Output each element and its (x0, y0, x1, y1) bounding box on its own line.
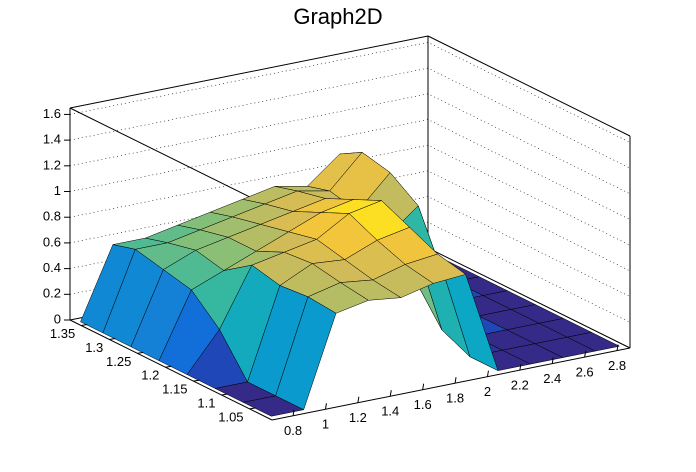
y-tick-label: 1.2 (141, 368, 159, 383)
x-tick-label: 1.8 (446, 391, 464, 406)
tick-mark (109, 337, 116, 340)
z-tick-label: 0 (54, 311, 61, 326)
x-tick-label: 2.2 (511, 378, 529, 393)
z-tick-label: 0.4 (43, 260, 61, 275)
surface-cell (242, 395, 304, 417)
tick-mark (454, 377, 457, 384)
y-tick-label: 1.35 (50, 326, 75, 341)
tick-mark (193, 379, 200, 382)
x-tick-label: 2 (484, 384, 491, 399)
x-tick-label: 0.8 (284, 423, 302, 438)
x-tick-label: 1.4 (381, 404, 399, 419)
y-tick-label: 1.15 (162, 382, 187, 397)
tick-mark (81, 324, 88, 327)
box-edge (427, 35, 631, 137)
tick-mark (389, 390, 392, 397)
tick-mark (357, 396, 360, 403)
box-edge (69, 319, 273, 421)
tick-mark (551, 357, 554, 364)
tick-mark (519, 364, 522, 371)
x-tick-label: 2.6 (576, 365, 594, 380)
x-tick-label: 1.6 (414, 397, 432, 412)
y-tick-label: 1.3 (85, 340, 103, 355)
tick-mark (165, 365, 172, 368)
tick-mark (422, 383, 425, 390)
tick-mark (584, 351, 587, 358)
z-tick-label: 1.4 (43, 132, 61, 147)
box-edge (69, 107, 273, 209)
tick-mark (486, 370, 489, 377)
box-edge (69, 35, 429, 109)
tick-mark (616, 344, 619, 351)
x-tick-label: 2.8 (608, 358, 626, 373)
box-edge (271, 347, 631, 421)
z-tick-label: 1.6 (43, 106, 61, 121)
x-tick-label: 1 (322, 417, 329, 432)
chart-title: Graph2D (293, 4, 382, 29)
z-tick-label: 0.6 (43, 234, 61, 249)
y-tick-label: 1.1 (197, 395, 215, 410)
z-tick-label: 1 (54, 183, 61, 198)
y-tick-label: 1.05 (218, 409, 243, 424)
z-tick-label: 0.2 (43, 286, 61, 301)
tick-mark (137, 351, 144, 354)
tick-mark (292, 409, 295, 416)
x-tick-label: 1.2 (349, 410, 367, 425)
z-tick-label: 1.2 (43, 157, 61, 172)
x-tick-label: 2.4 (543, 371, 561, 386)
z-tick-label: 0.8 (43, 209, 61, 224)
tick-mark (249, 407, 256, 410)
grid-line (69, 42, 631, 143)
tick-mark (324, 403, 327, 410)
y-tick-label: 1.25 (106, 354, 131, 369)
tick-mark (221, 393, 228, 396)
